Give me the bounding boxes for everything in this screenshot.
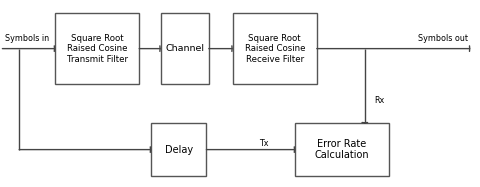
Text: Square Root
Raised Cosine
Receive Filter: Square Root Raised Cosine Receive Filter (244, 34, 305, 64)
FancyBboxPatch shape (55, 13, 139, 84)
Text: Error Rate
Calculation: Error Rate Calculation (315, 139, 369, 160)
Text: Delay: Delay (165, 145, 193, 155)
Text: Rx: Rx (374, 96, 384, 105)
Text: Tx: Tx (259, 139, 269, 148)
FancyBboxPatch shape (295, 123, 389, 176)
FancyBboxPatch shape (151, 123, 206, 176)
Text: Symbols out: Symbols out (418, 34, 468, 43)
FancyBboxPatch shape (233, 13, 317, 84)
Text: Channel: Channel (165, 44, 204, 53)
FancyBboxPatch shape (161, 13, 209, 84)
Text: Square Root
Raised Cosine
Transmit Filter: Square Root Raised Cosine Transmit Filte… (67, 34, 128, 64)
Text: Symbols in: Symbols in (5, 34, 49, 43)
